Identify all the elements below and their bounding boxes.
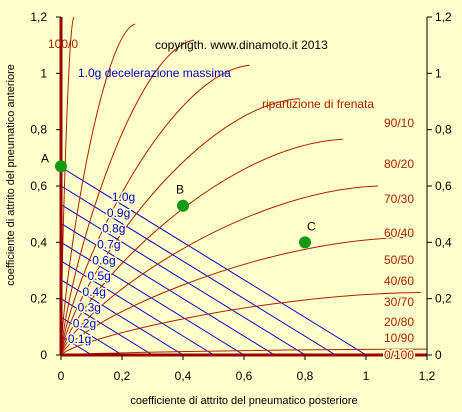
deceleration-lines (60, 166, 367, 356)
deceleration-label: 0.4g (83, 285, 106, 299)
data-point-label: A (41, 151, 49, 165)
axes (56, 16, 432, 360)
deceleration-line (60, 166, 367, 356)
distribution-label: 30/70 (384, 295, 414, 309)
distribution-label: 60/40 (384, 226, 414, 240)
deceleration-label: 0.3g (78, 301, 101, 315)
brake-distribution-caption: ripartizione di frenata (262, 97, 374, 111)
tick-labels: 00 00,20,2 0,20,40,4 0,40,60,6 0,60,80,8 0,81… (30, 10, 452, 383)
distribution-curve (60, 98, 300, 356)
y-tick-label: 0,8 (30, 123, 47, 137)
y-tick-label-right: 0,6 (435, 179, 452, 193)
data-point (299, 236, 311, 249)
y-axis-label: coefficiente di attrito del pneumatico a… (5, 64, 17, 286)
deceleration-label: 0.9g (107, 206, 130, 220)
distribution-curve (60, 64, 250, 356)
deceleration-label: 0.6g (92, 253, 115, 267)
y-tick-label: 0,4 (30, 235, 47, 249)
distribution-curve (60, 185, 378, 356)
deceleration-line (60, 204, 306, 356)
x-tick-label: 1 (363, 369, 370, 383)
distribution-label: 0/100 (384, 348, 414, 362)
x-tick-label: 1,2 (419, 369, 436, 383)
brake-distribution-curves (60, 16, 427, 356)
x-tick-label: 0,2 (114, 369, 131, 383)
data-point (55, 160, 67, 173)
y-tick-label: 0,2 (30, 292, 47, 306)
data-point-label: B (176, 183, 184, 197)
deceleration-line (60, 279, 184, 356)
x-tick-label: 0,6 (236, 369, 253, 383)
distribution-label: 100/0 (48, 37, 78, 51)
deceleration-label: 0.8g (102, 222, 125, 236)
x-tick-label: 0,8 (297, 369, 314, 383)
distribution-curve (60, 138, 343, 356)
distribution-curve (60, 291, 421, 356)
deceleration-line (60, 241, 245, 356)
x-tick-label: 0 (58, 369, 65, 383)
deceleration-label: 0.1g (68, 332, 91, 346)
deceleration-line (60, 316, 123, 356)
distribution-curve (60, 237, 405, 356)
y-tick-label-right: 1 (435, 66, 442, 80)
deceleration-line (60, 223, 275, 356)
y-tick-label-right: 0,8 (435, 123, 452, 137)
x-tick-label: 0,4 (175, 369, 192, 383)
distribution-label: 20/80 (384, 315, 414, 329)
deceleration-line (60, 185, 336, 356)
distribution-label: 10/90 (384, 331, 414, 345)
y-tick-label-right: 1,2 (435, 10, 452, 24)
deceleration-label: 1.0g (112, 190, 135, 204)
deceleration-label: 0.5g (87, 269, 110, 283)
deceleration-label: 0.7g (97, 238, 120, 252)
data-point-label: C (307, 219, 316, 233)
y-tick-label: 0 (40, 348, 47, 362)
x-axis-label: coefficiente di attrito del pneumatico p… (130, 395, 357, 407)
line-labels: 0.1g 0.2g0.3g 0.4g 0.5g 0.6g0.7g 0.8g 0.9g 1.0g… (48, 37, 416, 364)
y-tick-label-right: 0 (435, 348, 442, 362)
deceleration-line (60, 260, 215, 356)
y-tick-label: 1,2 (30, 10, 47, 24)
y-tick-label: 1 (40, 66, 47, 80)
y-tick-label: 0,6 (30, 179, 47, 193)
distribution-curve (60, 23, 136, 356)
deceleration-label: 0.2g (73, 316, 96, 330)
distribution-label: 70/30 (384, 192, 414, 206)
distribution-label: 50/50 (384, 253, 414, 267)
distribution-label: 40/60 (384, 274, 414, 288)
distribution-label: 90/10 (384, 116, 414, 130)
distribution-label: 80/20 (384, 157, 414, 171)
y-tick-label-right: 0,4 (435, 235, 452, 249)
copyright-text: copyrigth. www.dinamoto.it 2013 (155, 38, 328, 52)
distribution-curve (60, 39, 195, 356)
deceleration-line (60, 298, 153, 356)
data-point (177, 199, 189, 212)
y-tick-label-right: 0,2 (435, 292, 452, 306)
data-points: A B C (41, 151, 316, 249)
deceleration-caption: 1.0g decelerazione massima (78, 66, 231, 80)
